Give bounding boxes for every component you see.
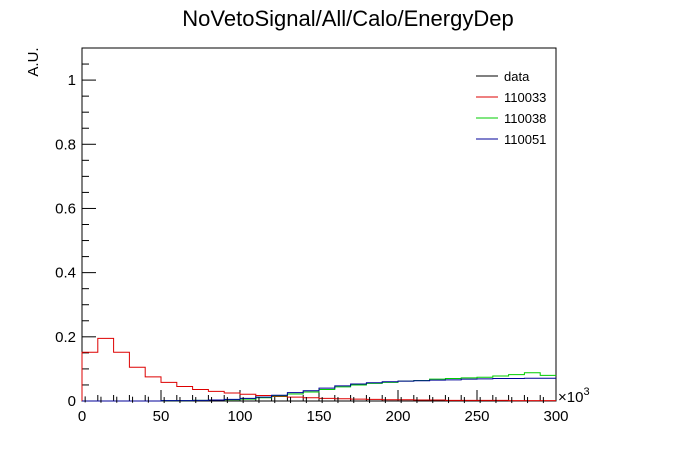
- y-axis-label: A.U.: [25, 47, 42, 76]
- x-tick-label: 50: [153, 408, 170, 425]
- chart-title: NoVetoSignal/All/Calo/EnergyDep: [182, 6, 513, 31]
- y-tick-label: 1: [68, 72, 76, 89]
- plot-frame: [81, 47, 557, 402]
- y-tick-label: 0.4: [55, 265, 76, 282]
- series-110033-line: [81, 337, 556, 402]
- legend-entry-110038: 110038: [476, 111, 546, 126]
- series-110051-line: [82, 377, 556, 402]
- series-layer: [81, 337, 556, 404]
- y-tick-label: 0: [68, 393, 76, 410]
- x-exponent-base: ×10: [558, 389, 583, 406]
- legend-label: data: [504, 69, 530, 84]
- x-tick-label: 150: [306, 408, 331, 425]
- y-tick-label: 0.6: [55, 200, 76, 217]
- y-tick-label: 0.8: [55, 136, 76, 153]
- legend-entry-data: data: [476, 69, 530, 84]
- legend-label: 110051: [504, 132, 546, 147]
- x-tick-label: 250: [464, 408, 489, 425]
- x-exponent-power: 3: [583, 386, 589, 398]
- x-axis: 0 50 100 150 200 250 300: [78, 390, 569, 425]
- x-tick-label: 100: [227, 408, 252, 425]
- legend-entry-110033: 110033: [476, 90, 546, 105]
- x-tick-label: 0: [78, 408, 86, 425]
- x-axis-exponent: ×103: [558, 386, 590, 406]
- x-tick-label: 300: [543, 408, 568, 425]
- y-axis: 0 0.2 0.4 0.6 0.8 1: [55, 47, 96, 410]
- y-tick-label: 0.2: [55, 329, 76, 346]
- legend: data 110033 110038 110051: [476, 69, 546, 147]
- x-tick-label: 200: [385, 408, 410, 425]
- legend-label: 110033: [504, 90, 546, 105]
- legend-label: 110038: [504, 111, 546, 126]
- legend-entry-110051: 110051: [476, 132, 546, 147]
